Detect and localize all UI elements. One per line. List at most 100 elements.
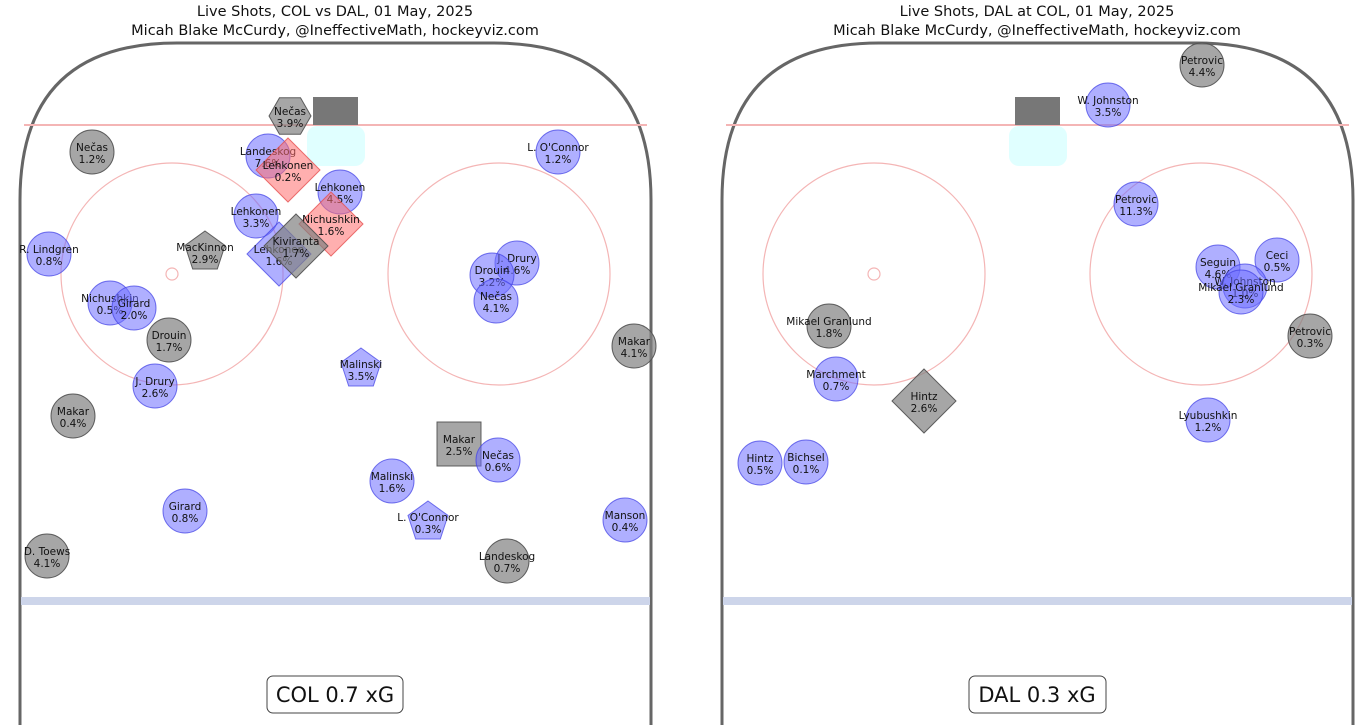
shot-xg-label: 1.2% — [1195, 422, 1222, 434]
shot-xg-label: 0.5% — [1264, 262, 1291, 274]
right-net — [1015, 97, 1060, 125]
shot-circle — [1254, 237, 1300, 283]
shot-diamond — [891, 368, 957, 434]
shot-xg-label: 4.4% — [1189, 67, 1216, 79]
shot-player-label: Malinski — [371, 471, 413, 483]
shot-xg-label: 2.0% — [121, 310, 148, 322]
shot-player-label: L. O'Connor — [397, 512, 459, 524]
shot-xg-label: 3.9% — [277, 118, 304, 130]
shot-player-label: L. O'Connor — [527, 142, 589, 154]
shot-xg-label: 0.4% — [60, 418, 87, 430]
shot-xg-label: 0.3% — [415, 524, 442, 536]
shot-xg-label: 0.2% — [275, 172, 302, 184]
shot-player-label: Nečas — [482, 450, 514, 462]
shot-player-label: Hintz — [910, 391, 938, 403]
right-xg-box-frame — [968, 675, 1107, 714]
shot-xg-label: 4.1% — [621, 348, 648, 360]
shot-circle — [69, 129, 115, 175]
shot-player-label: Makar — [618, 336, 651, 348]
shot-player-label: Kiviranta — [273, 236, 320, 248]
shot-circle — [111, 285, 157, 331]
shot-xg-label: 1.6% — [318, 226, 345, 238]
shot-circle — [26, 231, 72, 277]
shot-player-label: Lyubushkin — [1179, 410, 1238, 422]
shot-player-label: Lehkonen — [315, 182, 366, 194]
shot-xg-label: 0.1% — [793, 464, 820, 476]
left-xg-box: COL 0.7 xG — [266, 675, 404, 714]
shot-circle — [233, 193, 279, 239]
shot-diamond — [255, 137, 321, 203]
shot-player-label: Seguin — [1200, 257, 1236, 269]
right-faceoff-circle-right — [1089, 162, 1313, 386]
shot-player-label: D. Toews — [24, 546, 70, 558]
shot-circle — [1185, 397, 1231, 443]
shot-player-label: Landeskog — [479, 551, 535, 563]
shot-xg-label: 0.7% — [823, 381, 850, 393]
right-xg-box: DAL 0.3 xG — [968, 675, 1107, 714]
shot-xg-label: 11.3% — [1119, 206, 1152, 218]
shot-player-label: Girard — [118, 298, 151, 310]
left-panel: Live Shots, COL vs DAL, 01 May, 2025 Mic… — [18, 4, 657, 725]
shot-player-label: R. Lindgren — [19, 244, 79, 256]
left-crease — [307, 126, 365, 166]
shot-xg-label: 2.5% — [446, 446, 473, 458]
left-shot-marks: Nečas3.9%Nečas1.2%Landeskog7.6%Lehkonen0… — [19, 97, 657, 584]
shot-circle — [806, 303, 852, 349]
shot-diamond — [263, 213, 329, 279]
right-rink — [720, 41, 1355, 725]
shot-circle — [1113, 181, 1159, 227]
shot-circle — [132, 363, 178, 409]
shot-circle — [783, 439, 829, 485]
shot-xg-label: 0.4% — [612, 522, 639, 534]
shot-player-label: Marchment — [806, 369, 865, 381]
left-faceoff-circle-right — [387, 162, 611, 386]
shot-xg-label: 0.3% — [1297, 338, 1324, 350]
left-rink — [18, 41, 653, 725]
shot-circle — [484, 538, 530, 584]
shot-xg-label: 2.6% — [911, 403, 938, 415]
shot-player-label: Makar — [57, 406, 90, 418]
shot-xg-label: 1.2% — [79, 154, 106, 166]
right-rink-boards — [720, 41, 1355, 725]
shot-circle — [162, 488, 208, 534]
shot-circle — [1218, 269, 1264, 315]
left-rink-boards — [18, 41, 653, 725]
shot-pentagon — [407, 500, 449, 540]
shot-xg-label: 2.3% — [1228, 294, 1255, 306]
left-faceoff-dot-left — [165, 267, 179, 281]
shot-player-label: Bichsel — [787, 452, 824, 464]
shot-player-label: Nečas — [76, 142, 108, 154]
right-faceoff-dot-left — [867, 267, 881, 281]
shot-player-label: Makar — [443, 434, 476, 446]
shot-player-label: MacKinnon — [176, 242, 233, 254]
shot-player-label: Lehkonen — [231, 206, 282, 218]
shot-xg-label: 4.1% — [483, 303, 510, 315]
shot-circle — [24, 533, 70, 579]
shot-player-label: Petrovic — [1181, 55, 1223, 67]
shot-circle — [50, 393, 96, 439]
shot-player-label: Drouin — [152, 330, 187, 342]
shot-xg-label: 4.1% — [34, 558, 61, 570]
shot-xg-label: 3.3% — [243, 218, 270, 230]
shot-xg-label: 0.7% — [494, 563, 521, 575]
shot-xg-label: 0.8% — [36, 256, 63, 268]
